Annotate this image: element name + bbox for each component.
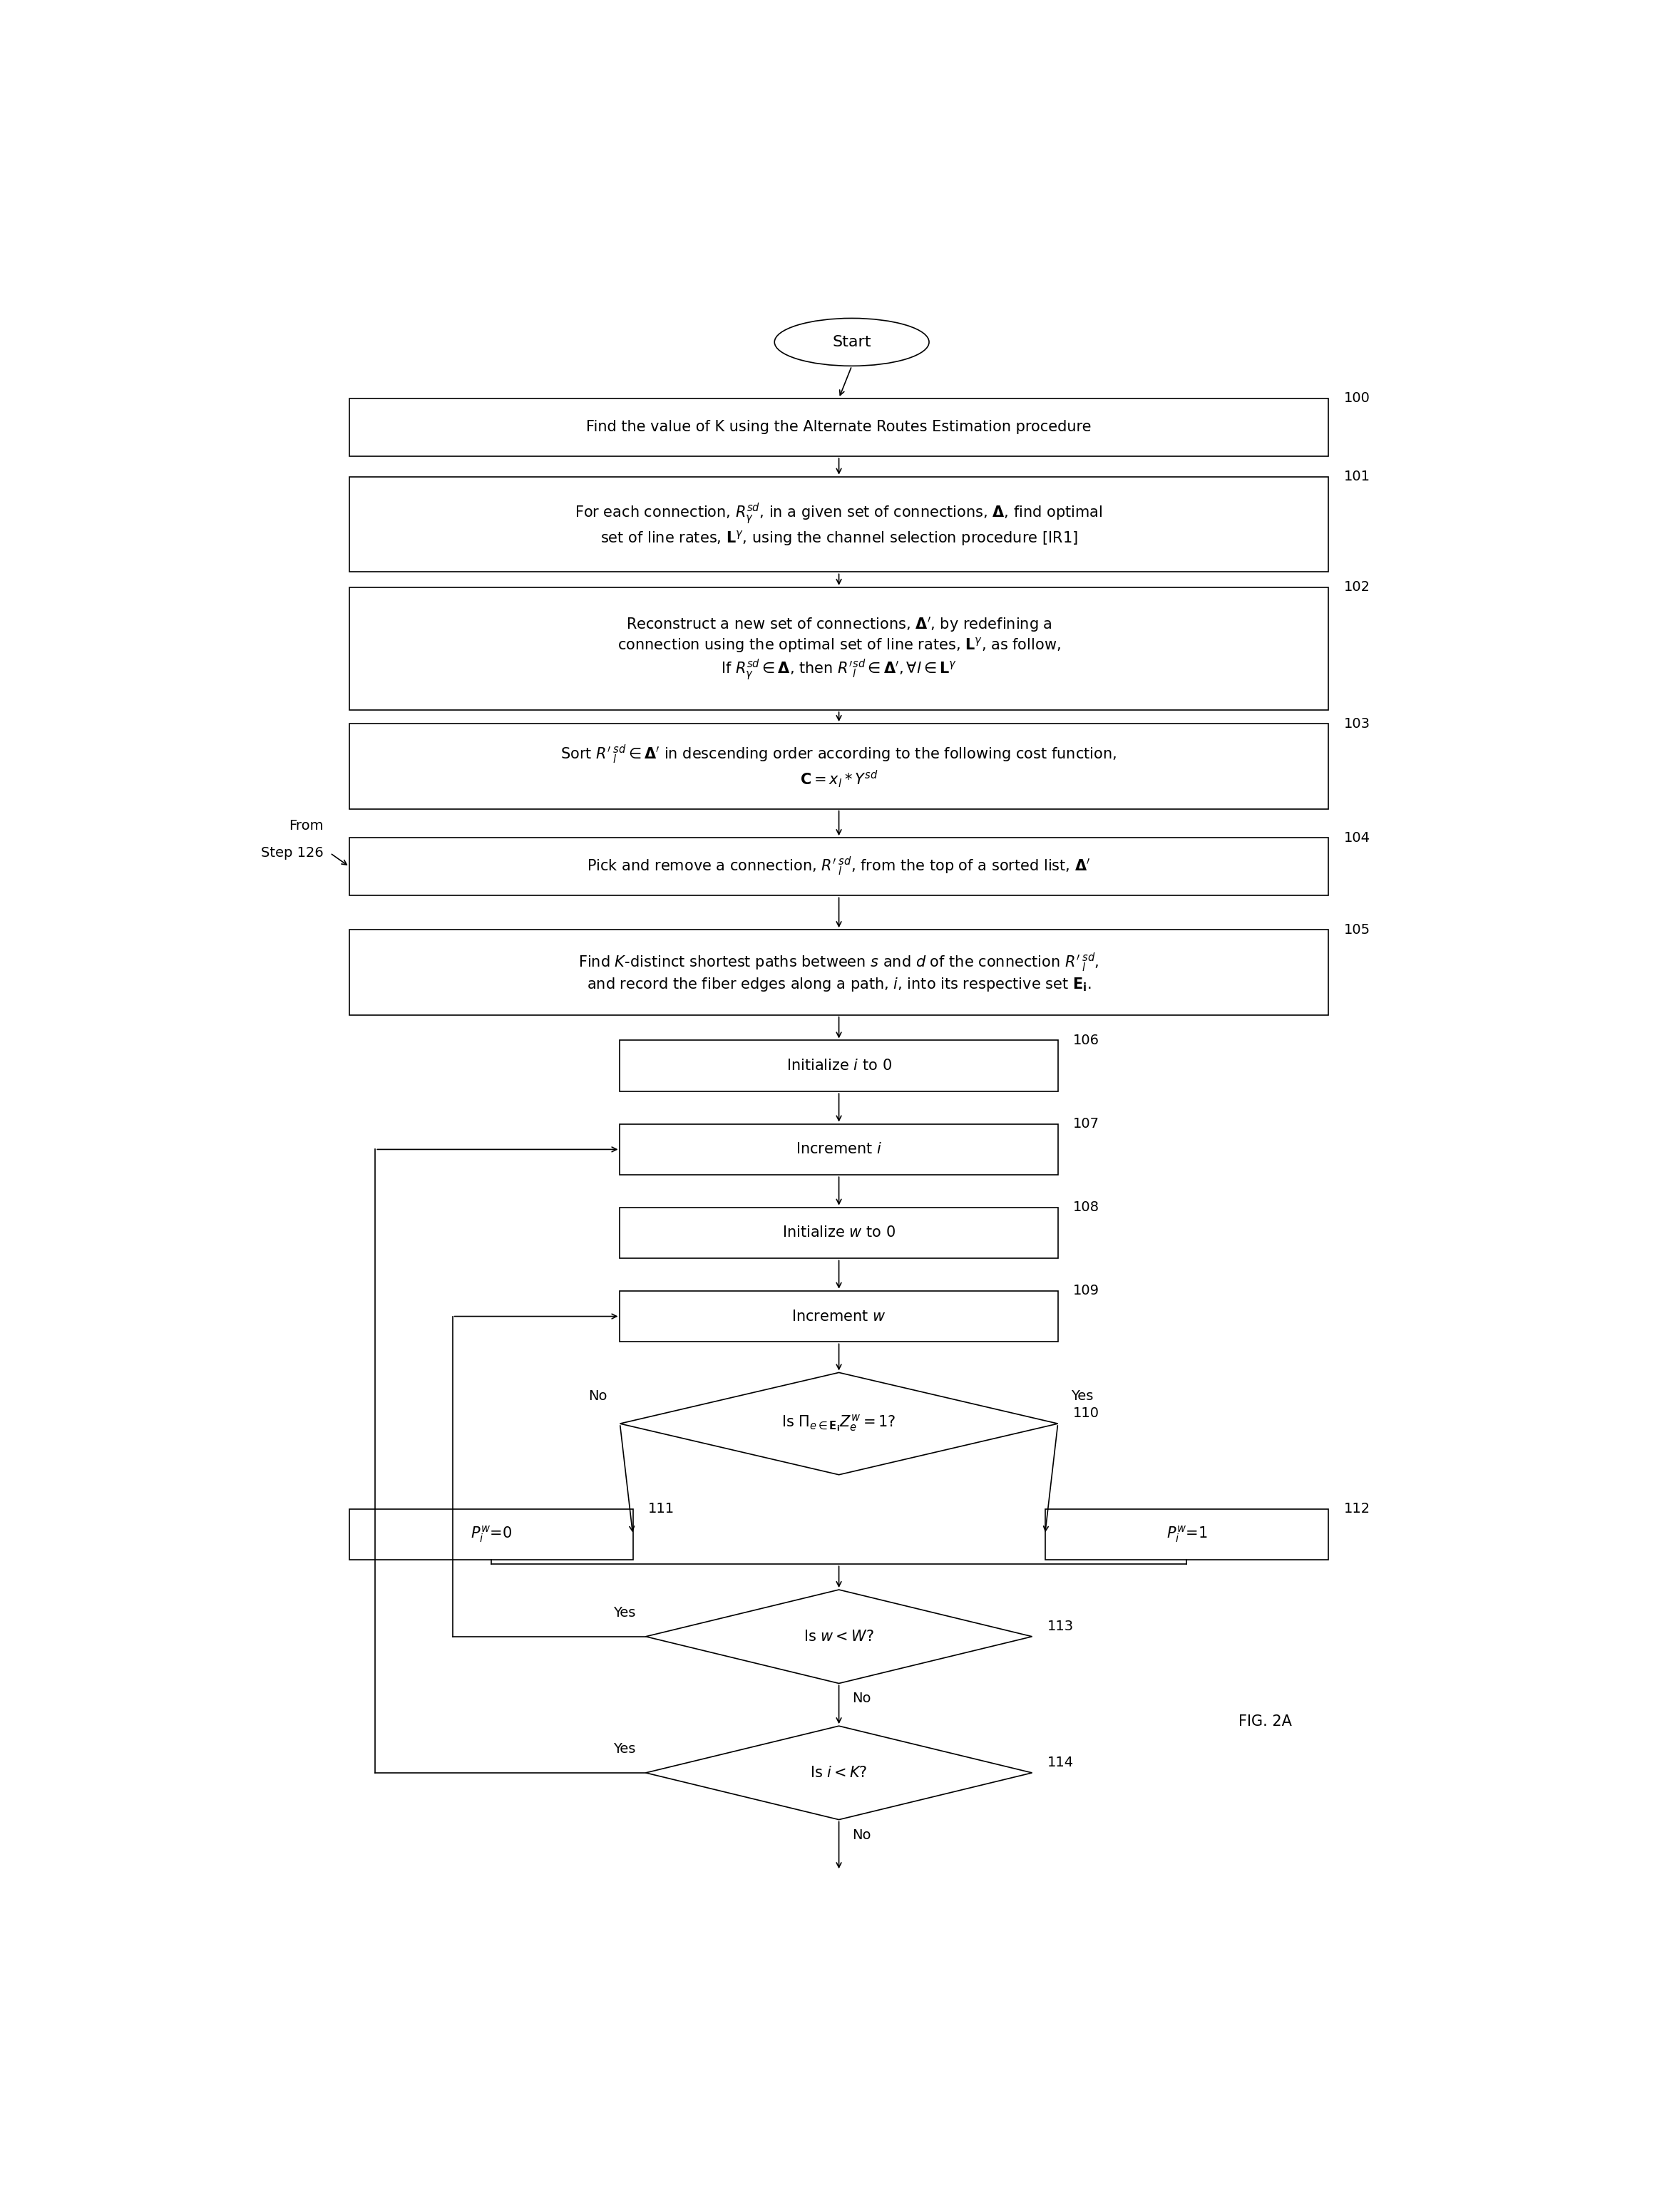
FancyBboxPatch shape [349, 723, 1328, 810]
Text: Find $K$-distinct shortest paths between $s$ and $d$ of the connection $R'\,^{sd: Find $K$-distinct shortest paths between… [578, 951, 1099, 993]
FancyBboxPatch shape [349, 476, 1328, 573]
Text: 111: 111 [648, 1502, 675, 1515]
Text: FIG. 2A: FIG. 2A [1238, 1714, 1291, 1730]
Text: 112: 112 [1345, 1502, 1369, 1515]
Text: Sort $R'\,^{sd}_{l} \in \mathbf{\Delta'}$ in descending order according to the f: Sort $R'\,^{sd}_{l} \in \mathbf{\Delta'}… [560, 743, 1117, 790]
FancyBboxPatch shape [620, 1040, 1057, 1091]
Text: 100: 100 [1345, 392, 1369, 405]
Text: Start: Start [833, 334, 871, 349]
FancyBboxPatch shape [620, 1208, 1057, 1259]
Text: 108: 108 [1074, 1201, 1100, 1214]
Text: 110: 110 [1074, 1407, 1100, 1420]
Text: Yes: Yes [613, 1743, 635, 1756]
FancyBboxPatch shape [620, 1124, 1057, 1175]
FancyBboxPatch shape [349, 588, 1328, 710]
Polygon shape [645, 1590, 1032, 1683]
Text: 101: 101 [1345, 469, 1369, 484]
Text: Is $\Pi_{e \in \mathbf{E_i}} Z_e^w = 1$?: Is $\Pi_{e \in \mathbf{E_i}} Z_e^w = 1$? [781, 1413, 896, 1433]
Text: For each connection, $R^{sd}_{\gamma}$, in a given set of connections, $\mathbf{: For each connection, $R^{sd}_{\gamma}$, … [575, 502, 1104, 546]
Text: Yes: Yes [1070, 1389, 1094, 1402]
Text: Initialize $i$ to 0: Initialize $i$ to 0 [786, 1060, 891, 1073]
FancyBboxPatch shape [1045, 1509, 1328, 1559]
Text: Yes: Yes [613, 1606, 635, 1619]
FancyBboxPatch shape [349, 838, 1328, 896]
Text: No: No [588, 1389, 607, 1402]
Text: Reconstruct a new set of connections, $\mathbf{\Delta'}$, by redefining a
connec: Reconstruct a new set of connections, $\… [617, 615, 1060, 684]
Text: 109: 109 [1074, 1283, 1100, 1298]
Text: $P_i^w$=0: $P_i^w$=0 [470, 1524, 512, 1544]
FancyBboxPatch shape [349, 398, 1328, 456]
Text: 104: 104 [1345, 832, 1369, 845]
Text: 107: 107 [1074, 1117, 1100, 1130]
Text: 105: 105 [1345, 922, 1369, 936]
Text: 114: 114 [1047, 1756, 1074, 1770]
Text: Step 126: Step 126 [261, 847, 324, 860]
Text: 113: 113 [1047, 1619, 1074, 1632]
Text: Pick and remove a connection, $R'\,^{sd}_{l}$, from the top of a sorted list, $\: Pick and remove a connection, $R'\,^{sd}… [587, 856, 1090, 878]
Text: 106: 106 [1074, 1033, 1100, 1046]
Text: 102: 102 [1345, 580, 1369, 595]
FancyBboxPatch shape [349, 1509, 633, 1559]
Text: Is $i < K$?: Is $i < K$? [811, 1765, 868, 1781]
Text: $P_i^w$=1: $P_i^w$=1 [1167, 1524, 1207, 1544]
Text: Is $w < W$?: Is $w < W$? [804, 1630, 874, 1644]
Polygon shape [620, 1371, 1059, 1475]
Text: No: No [853, 1827, 871, 1843]
Text: Initialize $w$ to 0: Initialize $w$ to 0 [783, 1225, 896, 1241]
FancyBboxPatch shape [620, 1292, 1057, 1343]
Text: No: No [853, 1692, 871, 1705]
Text: Find the value of K using the Alternate Routes Estimation procedure: Find the value of K using the Alternate … [587, 420, 1092, 434]
Ellipse shape [774, 319, 929, 365]
FancyBboxPatch shape [349, 929, 1328, 1015]
Polygon shape [645, 1725, 1032, 1820]
Text: 103: 103 [1345, 717, 1369, 730]
Text: From: From [289, 818, 324, 832]
Text: Increment $i$: Increment $i$ [796, 1141, 883, 1157]
Text: Increment $w$: Increment $w$ [791, 1310, 886, 1323]
